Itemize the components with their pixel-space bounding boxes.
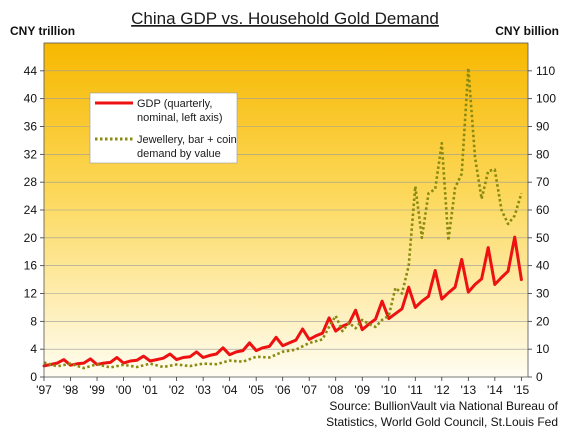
x-tick-label: '98 (63, 383, 79, 397)
x-axis-ticks: '97 '98 '99 '00 '01 '02 '03 '04 '05 '06 '07 '08 '09 '… (36, 377, 530, 397)
series-layer (42, 66, 523, 370)
chart-title: China GDP vs. Household Gold Demand (131, 9, 439, 28)
right-tick-label: 30 (536, 287, 550, 301)
right-axis-unit: CNY billion (495, 24, 559, 38)
x-tick-label: '06 (275, 383, 291, 397)
left-tick-label: 44 (24, 64, 38, 78)
legend-label-gold-line1: Jewellery, bar + coin (137, 134, 237, 146)
x-tick-label: '02 (169, 383, 185, 397)
legend-label-gold-line2: demand by value (137, 148, 221, 160)
right-tick-label: 50 (536, 231, 550, 245)
right-tick-label: 80 (536, 147, 550, 161)
legend: GDP (quarterly, nominal, left axis) Jewe… (89, 92, 238, 164)
left-tick-label: 32 (24, 147, 38, 161)
legend-label-gdp-line2: nominal, left axis) (137, 112, 223, 124)
x-tick-label: '00 (116, 383, 132, 397)
right-tick-label: 40 (536, 259, 550, 273)
x-tick-label: '11 (408, 383, 423, 397)
x-tick-label: '99 (89, 383, 105, 397)
x-tick-label: '09 (354, 383, 370, 397)
x-tick-label: '15 (514, 383, 530, 397)
x-tick-label: '12 (434, 383, 450, 397)
right-tick-label: 100 (536, 92, 556, 106)
series-line-gdp (42, 235, 523, 368)
x-tick-label: '03 (195, 383, 211, 397)
left-axis-unit: CNY trillion (10, 24, 75, 38)
left-tick-label: 20 (24, 231, 38, 245)
series-line-gold-demand (43, 66, 523, 370)
legend-label-gdp-line1: GDP (quarterly, (137, 98, 212, 110)
right-tick-label: 110 (536, 64, 555, 78)
left-tick-label: 16 (24, 259, 38, 273)
right-tick-label: 90 (536, 120, 550, 134)
left-tick-label: 24 (24, 203, 38, 217)
right-axis-ticks: 0 10 20 30 40 50 60 70 80 90 100 110 (528, 64, 556, 384)
right-tick-label: 0 (536, 370, 543, 384)
left-tick-label: 4 (30, 342, 37, 356)
legend-box (89, 92, 238, 164)
x-tick-label: '04 (222, 383, 238, 397)
right-tick-label: 10 (536, 342, 550, 356)
x-tick-label: '13 (461, 383, 477, 397)
right-tick-label: 20 (536, 314, 550, 328)
right-tick-label: 70 (536, 175, 550, 189)
source-line-1: Source: BullionVault via National Bureau… (329, 399, 558, 413)
x-tick-label: '07 (301, 383, 317, 397)
x-tick-label: '01 (142, 383, 158, 397)
left-tick-label: 0 (30, 370, 37, 384)
left-tick-label: 12 (24, 287, 38, 301)
x-tick-label: '08 (328, 383, 344, 397)
right-tick-label: 60 (536, 203, 550, 217)
source-line-2: Statistics, World Gold Council, St.Louis… (326, 415, 558, 429)
left-tick-label: 40 (24, 92, 38, 106)
left-tick-label: 28 (24, 175, 38, 189)
x-tick-label: '14 (487, 383, 503, 397)
x-tick-label: '10 (381, 383, 397, 397)
x-tick-label: '05 (248, 383, 264, 397)
left-tick-label: 36 (24, 120, 38, 134)
left-axis-ticks: 0 4 8 12 16 20 24 28 32 36 40 44 (24, 64, 44, 384)
x-tick-label: '97 (36, 383, 52, 397)
left-tick-label: 8 (30, 314, 37, 328)
